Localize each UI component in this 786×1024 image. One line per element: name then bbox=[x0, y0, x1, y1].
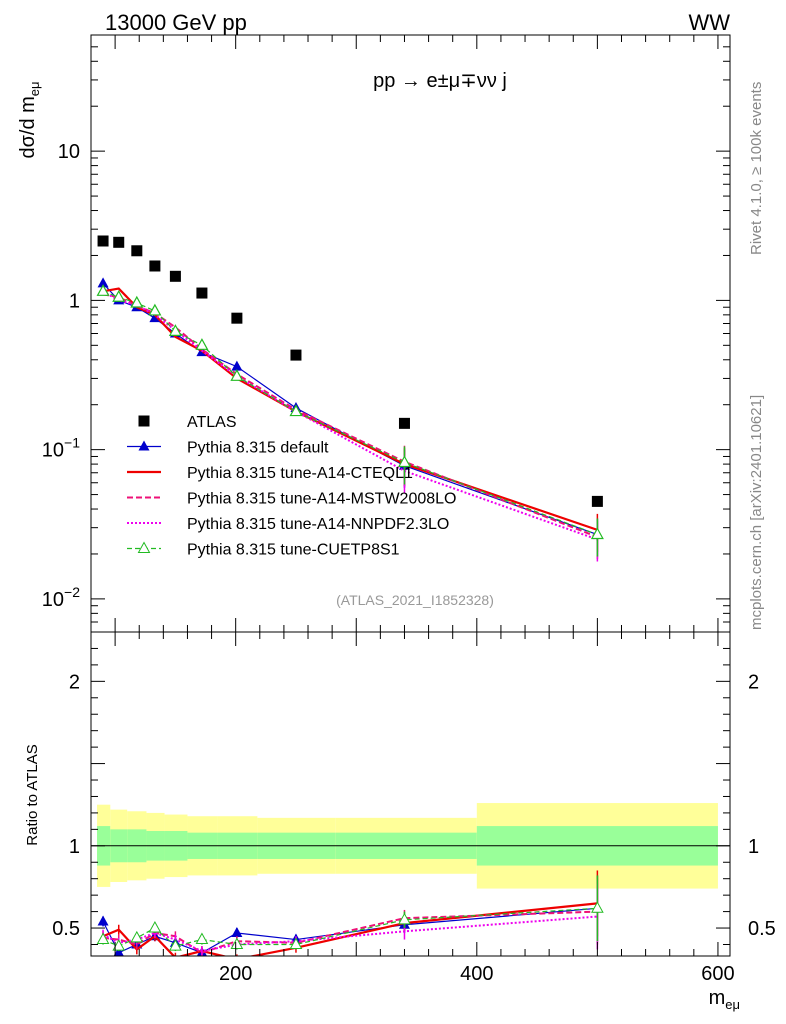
series-line-cuetp bbox=[102, 290, 598, 536]
data-point-atlas bbox=[591, 495, 603, 507]
ratio-point-default bbox=[231, 926, 243, 937]
data-point-atlas bbox=[149, 260, 161, 272]
data-point-cuetp bbox=[195, 338, 209, 350]
data-point-atlas bbox=[113, 236, 125, 248]
y-tick-label: 10−2 bbox=[42, 584, 80, 611]
series-line-cteq bbox=[102, 287, 598, 531]
ratio-point-cuetp bbox=[148, 921, 162, 933]
ratio-point-cuetp bbox=[96, 932, 110, 945]
ratio-y-tick-label: 2 bbox=[69, 671, 80, 693]
data-point-cuetp bbox=[130, 295, 144, 308]
data-point-cuetp bbox=[397, 455, 411, 468]
ratio-panel: 0.5 0.5 1 1 2 2 200 400 600 Ratio to ATLAS meμ bbox=[24, 631, 776, 1012]
legend-marker-default bbox=[138, 440, 150, 451]
ratio-point-default bbox=[97, 915, 109, 926]
analysis-id: (ATLAS_2021_I1852328) bbox=[336, 592, 494, 608]
data-point-cuetp bbox=[230, 369, 244, 381]
ratio-point-cuetp bbox=[169, 939, 182, 951]
header-left: 13000 GeV pp bbox=[105, 10, 247, 35]
ratio-line-default bbox=[102, 907, 598, 954]
data-point-atlas bbox=[231, 312, 243, 324]
ratio-y-tick-label-right: 2 bbox=[748, 671, 759, 693]
data-point-default bbox=[149, 312, 161, 323]
data-point-atlas bbox=[290, 349, 302, 361]
y-tick-label: 10 bbox=[58, 141, 80, 163]
legend-marker-atlas bbox=[138, 415, 150, 427]
legend-marker-cuetp bbox=[137, 541, 151, 553]
side-label-bottom: mcplots.cern.ch [arXiv:2401.10621] bbox=[748, 395, 765, 630]
ratio-y-tick-label: 1 bbox=[69, 836, 80, 858]
ratio-y-axis-label: Ratio to ATLAS bbox=[24, 744, 41, 845]
data-point-default bbox=[231, 360, 243, 371]
ratio-point-cuetp bbox=[289, 937, 303, 949]
legend-label-cuetp: Pythia 8.315 tune-CUETP8S1 bbox=[187, 542, 400, 559]
y-tick-label: 10−1 bbox=[42, 435, 80, 462]
ratio-point-cuetp bbox=[398, 912, 411, 925]
ratio-point-cuetp bbox=[591, 901, 604, 913]
ratio-y-tick-label-right: 0.5 bbox=[748, 918, 776, 940]
ratio-line-cteq bbox=[102, 902, 598, 956]
ratio-point-cuetp bbox=[230, 937, 244, 949]
ratio-point-cuetp bbox=[130, 930, 144, 943]
x-tick-label: 600 bbox=[701, 963, 734, 985]
data-point-default bbox=[97, 277, 109, 288]
legend-label-cteq: Pythia 8.315 tune-A14-CTEQL1 bbox=[187, 465, 413, 482]
legend-label-default: Pythia 8.315 default bbox=[187, 440, 329, 457]
x-axis-label: meμ bbox=[709, 987, 740, 1012]
data-point-atlas bbox=[196, 287, 208, 299]
data-point-cuetp bbox=[289, 404, 303, 417]
ratio-point-cuetp bbox=[112, 939, 126, 951]
data-point-cuetp bbox=[148, 303, 162, 316]
legend-label-mstw: Pythia 8.315 tune-A14-MSTW2008LO bbox=[187, 491, 456, 508]
main-panel: 10−2 10−1 1 10 pp → e±μ∓νν j (ATLAS_2021_I1… bbox=[17, 34, 731, 633]
ratio-y-tick-label-right: 1 bbox=[748, 836, 759, 858]
y-tick-label: 1 bbox=[69, 290, 80, 312]
data-point-cuetp bbox=[590, 527, 604, 540]
legend-label-atlas: ATLAS bbox=[187, 414, 237, 431]
x-tick-label: 200 bbox=[219, 963, 252, 985]
data-point-cuetp bbox=[96, 284, 110, 296]
data-point-atlas bbox=[97, 235, 109, 247]
legend: ATLAS Pythia 8.315 default Pythia 8.315 tu… bbox=[127, 414, 456, 559]
data-point-atlas bbox=[398, 417, 410, 429]
legend-label-nnpdf: Pythia 8.315 tune-A14-NNPDF2.3LO bbox=[187, 516, 449, 533]
svg-text:dσ/d meμ: dσ/d meμ bbox=[17, 81, 42, 158]
ratio-y-tick-label: 0.5 bbox=[52, 918, 80, 940]
data-point-cuetp bbox=[112, 289, 126, 302]
data-point-cuetp bbox=[168, 324, 182, 336]
ratio-line-mstw bbox=[102, 910, 598, 954]
ratio-line-cuetp bbox=[102, 907, 598, 947]
main-y-axis-label: dσ/d meμ bbox=[17, 81, 42, 158]
process-label: pp → e±μ∓νν j bbox=[373, 70, 507, 92]
side-label-top: Rivet 4.1.0, ≥ 100k events bbox=[748, 82, 765, 255]
x-tick-label: 400 bbox=[460, 963, 493, 985]
ratio-point-cuetp bbox=[195, 932, 209, 945]
ratio-frame bbox=[90, 631, 731, 957]
data-point-atlas bbox=[131, 245, 143, 257]
header-right: WW bbox=[688, 10, 730, 35]
ratio-point-default bbox=[113, 946, 124, 956]
svg-text:meμ: meμ bbox=[709, 987, 740, 1012]
data-point-atlas bbox=[169, 270, 181, 282]
